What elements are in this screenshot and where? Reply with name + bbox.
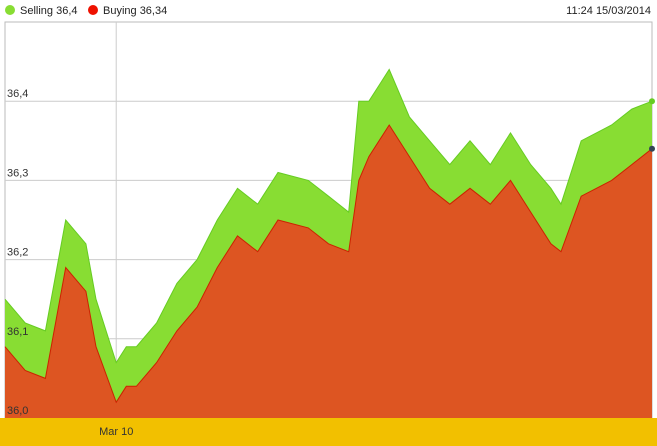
legend-item-buying[interactable]: Buying 36,34 [88,4,167,18]
selling-label: Selling 36,4 [20,5,78,17]
legend-item-selling[interactable]: Selling 36,4 [5,4,78,18]
y-tick-label: 36,2 [7,247,28,259]
buying-label: Buying 36,34 [103,5,168,17]
area-layer [4,68,653,418]
date-axis-band [0,418,657,446]
tick-layer: 36,0 36,1 36,2 36,3 36,4 Mar 10 [0,88,657,446]
buying-last-point [649,145,655,152]
x-tick-label: Mar 10 [99,426,133,438]
buying-dot-icon [88,5,98,16]
timestamp: 11:24 15/03/2014 [566,5,651,17]
selling-dot-icon [5,5,15,16]
selling-last-point [649,98,655,105]
y-tick-label: 36,3 [7,167,28,179]
selling-line [4,68,653,364]
legend-bar: Selling 36,4 Buying 36,34 11:24 15/03/20… [0,0,657,22]
y-tick-label: 36,0 [7,405,28,417]
marker-layer [649,98,655,152]
buying-line [4,124,653,404]
y-tick-label: 36,4 [7,88,28,100]
y-tick-label: 36,1 [7,326,28,338]
buying-area [5,125,652,418]
